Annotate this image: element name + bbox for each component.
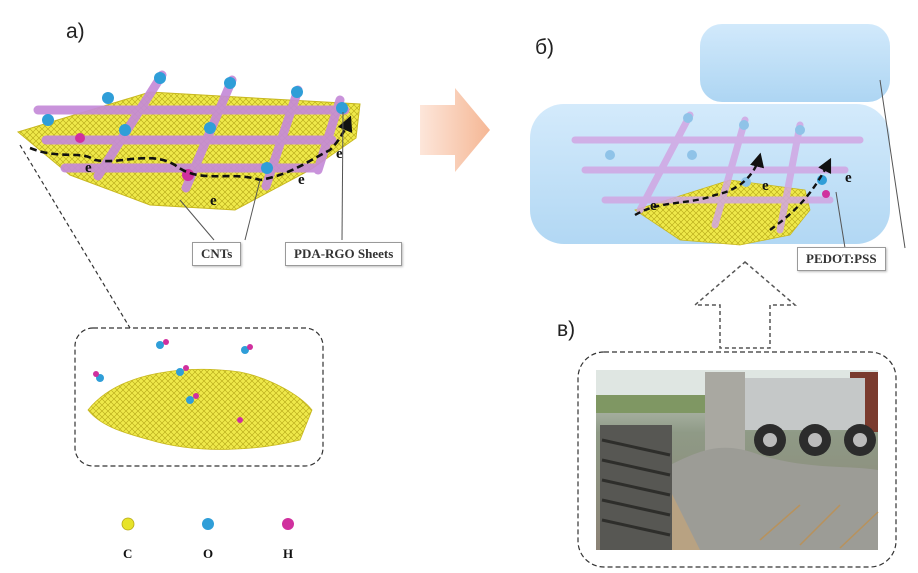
panel-b-illustration: e e e — [530, 24, 906, 249]
electron-label-a4: e — [336, 146, 343, 162]
panel-a-illustration: e e e e — [16, 70, 361, 329]
pedot-callout: PEDOT:PSS — [797, 247, 886, 271]
pedot-leader-2 — [879, 79, 906, 249]
electron-label-a1: e — [85, 160, 92, 176]
panel-label-b: б) — [535, 36, 555, 59]
electron-path-b2 — [769, 157, 832, 231]
panel-label-a: а) — [66, 20, 85, 43]
electron-label-a3: e — [298, 172, 305, 188]
electron-label-b1: e — [650, 198, 657, 214]
functional-groups — [93, 339, 253, 423]
concrete-photo-frame — [577, 351, 897, 568]
electron-label-b2: e — [762, 178, 769, 194]
pedot-leader-1 — [835, 191, 846, 249]
concrete-flow — [660, 447, 878, 550]
dashed-up-arrow — [692, 261, 798, 349]
embedded-cnt-network — [571, 111, 864, 234]
cnts-leader-1 — [179, 199, 215, 241]
cnts-callout: CNTs — [192, 242, 242, 266]
legend-atom-o — [202, 518, 214, 530]
zoom-inset — [74, 327, 324, 467]
legend-label-o: O — [203, 546, 214, 561]
legend-label-c: C — [123, 546, 133, 561]
legend-atom-h — [282, 518, 294, 530]
panel-label-c: в) — [557, 318, 576, 341]
electron-path-a — [29, 115, 353, 182]
cnts-leader-2 — [244, 179, 261, 241]
mixer-truck-body — [745, 378, 865, 430]
cnt-junctions — [42, 72, 348, 181]
legend-atom-c — [121, 517, 135, 531]
pedot-layer-top — [700, 24, 890, 102]
pda-leader — [341, 111, 344, 241]
electron-label-b3: e — [845, 170, 852, 186]
mixer-chute — [705, 372, 745, 462]
zoom-line — [19, 144, 131, 329]
electron-path-b — [634, 152, 765, 217]
pda-rgo-callout: PDA-RGO Sheets — [285, 242, 403, 266]
transition-arrow — [420, 88, 490, 172]
legend-atoms — [121, 517, 294, 531]
functionalized-sheet — [87, 368, 313, 450]
legend-label-h: H — [283, 546, 294, 561]
electron-label-a2: e — [210, 193, 217, 209]
